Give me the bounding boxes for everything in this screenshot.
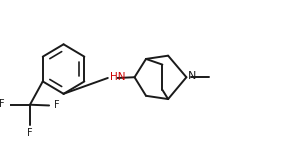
Text: N: N bbox=[188, 71, 197, 81]
Text: HN: HN bbox=[110, 72, 126, 82]
Text: F: F bbox=[55, 100, 60, 110]
Text: F: F bbox=[0, 99, 5, 109]
Text: F: F bbox=[27, 128, 33, 138]
